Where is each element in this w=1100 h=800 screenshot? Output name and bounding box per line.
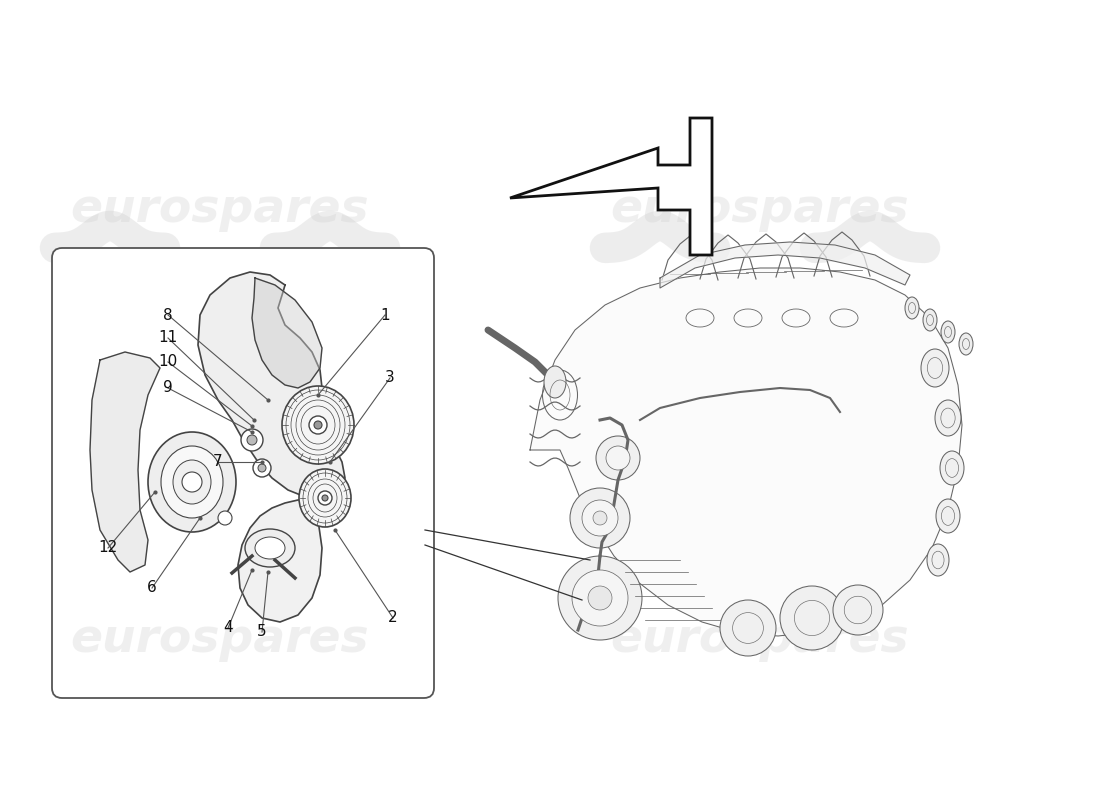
Polygon shape <box>198 272 345 498</box>
Text: 1: 1 <box>381 307 389 322</box>
Ellipse shape <box>923 309 937 331</box>
Ellipse shape <box>255 537 285 559</box>
Circle shape <box>588 586 612 610</box>
Polygon shape <box>510 118 712 255</box>
Circle shape <box>318 491 332 505</box>
Ellipse shape <box>927 544 949 576</box>
Text: eurospares: eurospares <box>70 618 370 662</box>
Text: 3: 3 <box>385 370 395 386</box>
Circle shape <box>309 416 327 434</box>
Circle shape <box>258 464 266 472</box>
Ellipse shape <box>921 349 949 387</box>
Text: 11: 11 <box>158 330 177 346</box>
Circle shape <box>780 586 844 650</box>
Circle shape <box>241 429 263 451</box>
Text: 10: 10 <box>158 354 177 370</box>
Text: 7: 7 <box>213 454 223 470</box>
Text: 8: 8 <box>163 307 173 322</box>
Ellipse shape <box>161 446 223 518</box>
Circle shape <box>253 459 271 477</box>
Ellipse shape <box>935 400 961 436</box>
Text: eurospares: eurospares <box>610 187 910 233</box>
Ellipse shape <box>245 529 295 567</box>
Circle shape <box>593 511 607 525</box>
Circle shape <box>218 511 232 525</box>
Polygon shape <box>90 352 160 572</box>
Circle shape <box>558 556 642 640</box>
Circle shape <box>572 570 628 626</box>
Text: 2: 2 <box>388 610 398 626</box>
Ellipse shape <box>936 499 960 533</box>
FancyBboxPatch shape <box>52 248 434 698</box>
Ellipse shape <box>299 469 351 527</box>
Text: 9: 9 <box>163 381 173 395</box>
Circle shape <box>248 435 257 445</box>
Polygon shape <box>238 500 322 622</box>
Circle shape <box>720 600 775 656</box>
Circle shape <box>314 421 322 429</box>
Circle shape <box>182 472 202 492</box>
Ellipse shape <box>173 460 211 504</box>
Polygon shape <box>660 242 910 288</box>
Ellipse shape <box>940 321 955 343</box>
Ellipse shape <box>282 386 354 464</box>
Polygon shape <box>530 268 962 636</box>
Text: 5: 5 <box>257 625 267 639</box>
Circle shape <box>322 495 328 501</box>
Circle shape <box>570 488 630 548</box>
Polygon shape <box>252 278 322 388</box>
Ellipse shape <box>959 333 974 355</box>
Text: eurospares: eurospares <box>610 618 910 662</box>
Text: 12: 12 <box>98 541 118 555</box>
Text: 6: 6 <box>147 581 157 595</box>
Ellipse shape <box>940 451 964 485</box>
Circle shape <box>833 585 883 635</box>
Circle shape <box>582 500 618 536</box>
Ellipse shape <box>148 432 236 532</box>
Ellipse shape <box>544 366 566 398</box>
Circle shape <box>596 436 640 480</box>
Circle shape <box>606 446 630 470</box>
Ellipse shape <box>905 297 918 319</box>
Text: 4: 4 <box>223 621 233 635</box>
Text: eurospares: eurospares <box>70 187 370 233</box>
